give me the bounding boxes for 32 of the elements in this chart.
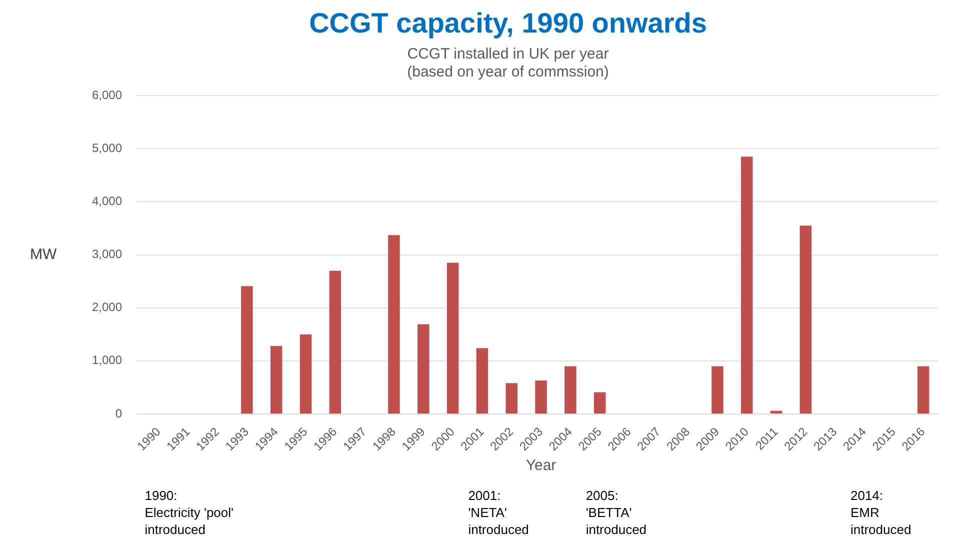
text: 2001: 'NETA' introduced — [468, 488, 529, 538]
bar — [712, 366, 724, 414]
y-tick-label: 6,000 — [92, 88, 122, 102]
bar — [300, 334, 312, 414]
y-tick-label: 3,000 — [92, 247, 122, 262]
chart-subtitle: CCGT installed in UK per year (based on year of commssion) — [407, 46, 609, 81]
text: 1990: Electricity 'pool' introduced — [144, 488, 234, 538]
bar — [917, 366, 930, 414]
text: 2005: 'BETTA' introduced — [586, 488, 647, 538]
bar — [564, 366, 576, 414]
y-tick-label: 5,000 — [92, 140, 122, 155]
chart-title: CCGT capacity, 1990 onwards — [309, 8, 707, 39]
bar — [535, 380, 547, 414]
bar — [476, 348, 488, 414]
bar — [270, 346, 282, 414]
bar — [329, 270, 342, 414]
y-tick-label: 1,000 — [92, 353, 122, 368]
bar — [388, 235, 400, 414]
bar — [446, 262, 459, 414]
bar — [594, 392, 606, 414]
bar — [241, 286, 253, 414]
x-axis-title: Year — [526, 457, 556, 474]
y-tick-label: 0 — [115, 406, 122, 420]
bar — [800, 226, 812, 414]
y-tick-label: 2,000 — [92, 300, 122, 314]
bar — [418, 324, 430, 414]
y-tick-label: 4,000 — [92, 194, 122, 208]
text: 2014: EMR introduced — [850, 488, 912, 538]
bar — [770, 410, 782, 414]
bar — [740, 156, 753, 414]
bar — [506, 383, 518, 414]
y-axis-title: MW — [30, 246, 58, 263]
